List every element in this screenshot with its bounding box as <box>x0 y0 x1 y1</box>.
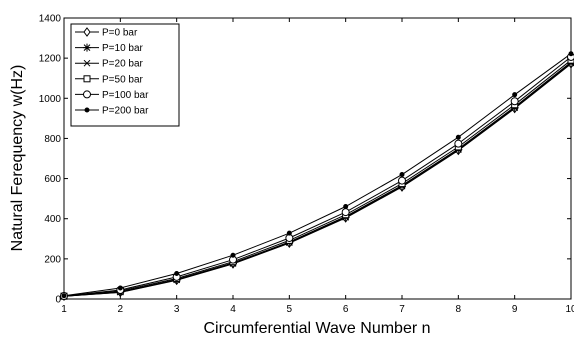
data-point-4-6 <box>398 176 406 185</box>
y-tick-label: 1400 <box>39 14 62 25</box>
x-tick-label: 3 <box>174 304 180 315</box>
y-tick-label: 400 <box>44 214 61 225</box>
data-point-5-2 <box>174 271 180 277</box>
legend-label-4: P=100 bar <box>102 90 149 101</box>
y-tick-label: 1000 <box>39 94 62 105</box>
x-tick-label: 9 <box>512 304 518 315</box>
legend-marker-1 <box>83 43 91 52</box>
data-point-5-7 <box>455 134 461 140</box>
x-tick-label: 6 <box>343 304 349 315</box>
legend-marker-4 <box>83 90 91 99</box>
y-tick-label: 1200 <box>39 54 62 65</box>
data-point-4-8 <box>510 97 519 106</box>
y-tick-label: 200 <box>44 254 61 265</box>
data-point-5-6 <box>399 172 405 178</box>
legend-marker-2 <box>83 59 91 67</box>
x-tick-label: 1 <box>61 304 67 315</box>
legend-label-3: P=50 bar <box>102 74 144 85</box>
series-line-3 <box>63 59 572 297</box>
legend-label-2: P=20 bar <box>102 59 144 70</box>
legend-marker-0 <box>83 27 91 37</box>
series-line-4 <box>63 56 572 297</box>
x-tick-label: 5 <box>287 304 293 315</box>
x-tick-label: 4 <box>230 304 236 315</box>
y-tick-label: 800 <box>44 134 61 145</box>
axis-ticks: 1 2 3 4 5 6 7 8 9 10 0 200 400 600 800 1000 1200 1400 <box>39 14 574 316</box>
y-axis-title: Natural Ferequency w(Hz) <box>9 65 26 252</box>
data-point-4-7 <box>454 139 463 148</box>
data-point-5-9 <box>568 51 574 57</box>
legend-label-0: P=0 bar <box>102 28 138 39</box>
y-tick-label: 0 <box>55 295 61 306</box>
series-lines <box>63 53 572 297</box>
x-tick-label: 7 <box>399 304 405 315</box>
x-tick-label: 2 <box>118 304 124 315</box>
x-axis-title: Circumferential Wave Number n <box>203 320 430 337</box>
data-point-5-3 <box>230 252 236 258</box>
y-tick-label: 600 <box>44 174 61 185</box>
legend: P=0 bar P=10 bar P=20 bar P=50 bar P=100 bar… <box>70 23 180 127</box>
legend-label-1: P=10 bar <box>102 43 144 54</box>
data-point-5-1 <box>117 285 123 291</box>
legend-marker-3 <box>83 75 91 83</box>
legend-label-5: P=200 bar <box>102 106 149 117</box>
data-point-5-5 <box>343 203 349 209</box>
series-markers <box>60 51 574 302</box>
series-line-2 <box>63 61 572 297</box>
data-point-5-0 <box>61 293 67 299</box>
series-line-5 <box>63 53 572 297</box>
data-point-5-4 <box>286 230 292 236</box>
x-tick-label: 10 <box>565 304 574 315</box>
legend-marker-5 <box>84 107 90 113</box>
data-point-4-5 <box>341 208 350 217</box>
x-tick-label: 8 <box>456 304 462 315</box>
data-point-5-8 <box>512 92 518 98</box>
